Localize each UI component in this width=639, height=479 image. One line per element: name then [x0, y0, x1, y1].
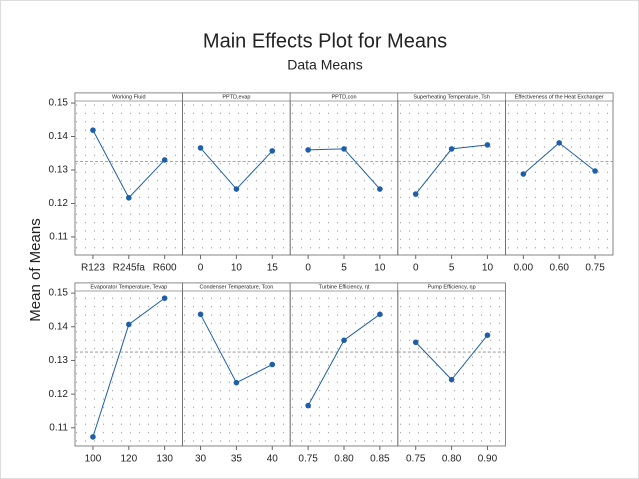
x-tick-label: 0.75 — [406, 454, 426, 465]
point — [377, 311, 383, 318]
point — [233, 379, 240, 386]
x-tick-label: 10 — [374, 263, 386, 274]
panel — [397, 92, 506, 256]
panel-title: Working Fluid — [112, 94, 146, 100]
y-tick-label: 0.14 — [49, 131, 69, 142]
point — [484, 332, 491, 339]
point — [341, 146, 347, 152]
point — [305, 402, 311, 409]
x-tick-label: 0.75 — [298, 454, 318, 465]
y-tick-label: 0.14 — [49, 321, 69, 332]
panel-title: Pump Efficiency, ηp — [428, 284, 476, 290]
y-tick-label: 0.11 — [49, 232, 68, 243]
x-tick-label: 5 — [449, 263, 455, 274]
point — [161, 295, 168, 301]
panel-title: PPTD,con — [331, 94, 356, 100]
x-tick-label: 0.60 — [549, 263, 569, 274]
y-tick-label: 0.12 — [49, 389, 69, 400]
x-tick-label: 5 — [341, 263, 347, 274]
x-tick-label: 100 — [85, 454, 102, 465]
point — [484, 142, 491, 148]
x-tick-label: R600 — [153, 263, 177, 274]
panel-title: Evaporator Temperature, Tevap — [90, 284, 167, 290]
point — [233, 186, 240, 192]
point — [269, 361, 276, 368]
point — [412, 339, 419, 346]
y-tick-label: 0.15 — [49, 288, 69, 299]
x-tick-label: 30 — [195, 454, 207, 465]
x-tick-label: 0.75 — [585, 263, 605, 274]
panel-strip — [505, 92, 614, 102]
x-tick-label: R245fa — [113, 263, 146, 274]
point — [126, 194, 132, 201]
x-tick-label: 35 — [231, 454, 243, 465]
point — [161, 157, 168, 163]
point — [90, 434, 96, 440]
panel-title: Condenser Temperature, Tcon — [200, 284, 274, 290]
x-tick-label: 40 — [267, 454, 279, 465]
panel — [74, 92, 183, 256]
x-tick-label: R123 — [81, 263, 105, 274]
x-tick-label: 0.00 — [514, 263, 534, 274]
x-tick-label: 130 — [156, 454, 173, 465]
x-tick-label: 10 — [231, 263, 243, 274]
panel — [289, 92, 399, 256]
point — [305, 147, 311, 153]
panel-title: Superheating Temperature, Tsh — [413, 94, 490, 100]
panel-title: Turbine Efficiency, ηt — [319, 284, 370, 290]
y-tick-label: 0.11 — [49, 422, 68, 433]
point — [377, 186, 383, 192]
panel-title: Effectiveness of the Heat Exchanger — [515, 94, 604, 100]
chart-title: Main Effects Plot for Means — [203, 30, 447, 52]
point — [448, 146, 455, 152]
panel-strip — [397, 282, 506, 292]
panel — [182, 92, 291, 256]
x-tick-label: 0 — [413, 263, 419, 274]
panel — [289, 282, 399, 447]
x-tick-label: 15 — [267, 263, 279, 274]
point — [520, 171, 527, 177]
x-tick-label: 10 — [482, 263, 494, 274]
y-tick-label: 0.12 — [49, 198, 69, 209]
x-tick-label: 0 — [198, 263, 204, 274]
chart-subtitle: Data Means — [287, 57, 362, 73]
point — [90, 127, 96, 133]
point — [448, 376, 455, 383]
panel — [74, 282, 183, 447]
panel — [397, 282, 506, 447]
x-tick-label: 0.80 — [334, 454, 354, 465]
point — [592, 168, 598, 174]
point — [556, 140, 562, 146]
point — [126, 321, 132, 328]
y-axis-label: Mean of Means — [27, 218, 44, 321]
x-tick-label: 0.90 — [478, 454, 498, 465]
y-tick-label: 0.13 — [49, 355, 69, 366]
x-tick-label: 0 — [305, 263, 311, 274]
point — [197, 145, 204, 151]
point — [341, 337, 347, 344]
x-tick-label: 120 — [120, 454, 137, 465]
point — [269, 148, 276, 154]
panel-title: PPTD,evap — [222, 94, 250, 100]
point — [197, 311, 204, 318]
x-tick-label: 0.85 — [370, 454, 390, 465]
x-tick-label: 0.80 — [442, 454, 462, 465]
y-tick-label: 0.13 — [49, 165, 69, 176]
point — [412, 191, 419, 197]
y-tick-label: 0.15 — [49, 98, 69, 109]
